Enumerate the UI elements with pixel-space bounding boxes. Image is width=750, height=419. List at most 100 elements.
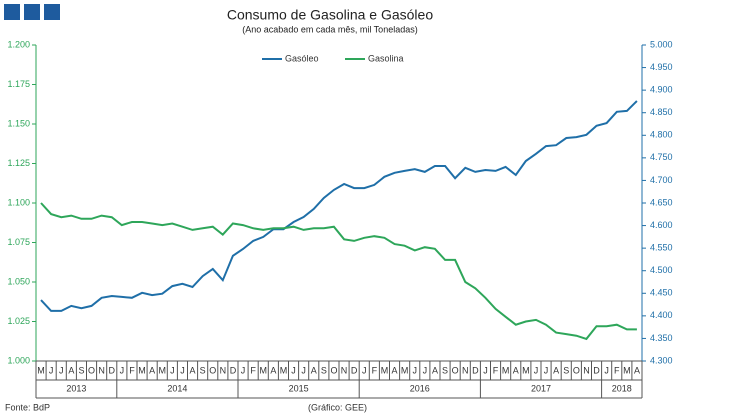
x-tick-label: M (401, 365, 409, 375)
y-tick-label: 1.150 (7, 118, 30, 128)
chart-title: Consumo de Gasolina e Gasóleo (227, 7, 433, 23)
x-tick-label: J (604, 365, 609, 375)
y-tick-label: 1.025 (7, 316, 30, 326)
x-tick-label: A (513, 365, 519, 375)
x-tick-label: N (583, 365, 590, 375)
x-tick-label: S (442, 365, 448, 375)
x-tick-label: M (623, 365, 631, 375)
x-tick-label: A (190, 365, 196, 375)
x-tick-label: A (432, 365, 438, 375)
x-tick-label: F (493, 365, 499, 375)
x-tick-label: J (413, 365, 418, 375)
x-tick-label: A (68, 365, 74, 375)
logo-square (4, 4, 20, 20)
x-tick-label: J (301, 365, 306, 375)
x-tick-label: J (170, 365, 175, 375)
y2-tick-label: 4.350 (650, 333, 673, 343)
x-tick-label: S (321, 365, 327, 375)
y2-tick-label: 4.750 (650, 152, 673, 162)
x-tick-label: O (209, 365, 216, 375)
x-tick-label: J (59, 365, 64, 375)
x-tick-label: M (381, 365, 389, 375)
x-tick-label: J (544, 365, 549, 375)
x-tick-label: A (553, 365, 559, 375)
x-tick-label: M (260, 365, 268, 375)
x-tick-label: O (573, 365, 580, 375)
x-tick-label: J (120, 365, 125, 375)
year-label: 2013 (66, 383, 86, 393)
x-tick-label: S (563, 365, 569, 375)
y2-tick-label: 4.850 (650, 107, 673, 117)
logo-square (44, 4, 60, 20)
x-tick-label: J (180, 365, 185, 375)
y2-tick-label: 4.900 (650, 85, 673, 95)
x-tick-label: D (351, 365, 358, 375)
x-tick-label: S (78, 365, 84, 375)
x-tick-label: M (280, 365, 288, 375)
x-tick-label: J (291, 365, 296, 375)
x-tick-label: N (98, 365, 105, 375)
x-tick-label: M (502, 365, 510, 375)
y2-tick-label: 4.700 (650, 175, 673, 185)
x-tick-label: N (462, 365, 469, 375)
y-tick-label: 1.050 (7, 276, 30, 286)
x-tick-label: D (593, 365, 600, 375)
x-tick-label: J (423, 365, 428, 375)
y-tick-label: 1.075 (7, 237, 30, 247)
x-tick-label: F (614, 365, 620, 375)
x-tick-label: A (634, 365, 640, 375)
y2-tick-label: 4.400 (650, 310, 673, 320)
year-label: 2018 (612, 383, 632, 393)
y-tick-label: 1.175 (7, 79, 30, 89)
legend-label: Gasolina (368, 53, 404, 63)
y2-tick-label: 4.500 (650, 265, 673, 275)
y2-tick-label: 4.600 (650, 220, 673, 230)
x-tick-label: M (522, 365, 530, 375)
x-tick-label: M (37, 365, 45, 375)
x-tick-label: J (534, 365, 539, 375)
y2-tick-label: 5.000 (650, 39, 673, 49)
x-tick-label: M (138, 365, 146, 375)
x-tick-label: D (109, 365, 116, 375)
logo-square (24, 4, 40, 20)
y2-tick-label: 4.650 (650, 197, 673, 207)
y2-tick-label: 4.950 (650, 62, 673, 72)
y2-tick-label: 4.300 (650, 355, 673, 365)
legend-label: Gasóleo (285, 53, 319, 63)
y-tick-label: 1.000 (7, 355, 30, 365)
x-tick-label: A (149, 365, 155, 375)
x-tick-label: M (159, 365, 167, 375)
year-label: 2016 (410, 383, 430, 393)
x-tick-label: D (230, 365, 237, 375)
x-tick-label: N (341, 365, 348, 375)
x-tick-label: F (250, 365, 256, 375)
year-label: 2014 (167, 383, 187, 393)
series-line (40, 100, 638, 312)
x-tick-label: J (49, 365, 54, 375)
x-tick-label: F (372, 365, 378, 375)
y-tick-label: 1.100 (7, 197, 30, 207)
year-label: 2015 (289, 383, 309, 393)
source: Fonte: BdP (5, 402, 50, 412)
credit: (Gráfico: GEE) (308, 402, 367, 412)
x-tick-label: O (452, 365, 459, 375)
y2-tick-label: 4.800 (650, 130, 673, 140)
x-tick-label: A (392, 365, 398, 375)
x-tick-label: N (220, 365, 227, 375)
y-tick-label: 1.200 (7, 39, 30, 49)
y2-tick-label: 4.450 (650, 288, 673, 298)
x-tick-label: F (129, 365, 135, 375)
chart-subtitle: (Ano acabado em cada mês, mil Toneladas) (242, 24, 417, 34)
x-tick-label: O (330, 365, 337, 375)
x-tick-label: J (362, 365, 367, 375)
x-tick-label: J (483, 365, 488, 375)
series-line (40, 202, 637, 341)
x-tick-label: O (88, 365, 95, 375)
x-tick-label: J (241, 365, 246, 375)
x-tick-label: S (200, 365, 206, 375)
y-tick-label: 1.125 (7, 158, 30, 168)
year-label: 2017 (531, 383, 551, 393)
y2-tick-label: 4.550 (650, 243, 673, 253)
